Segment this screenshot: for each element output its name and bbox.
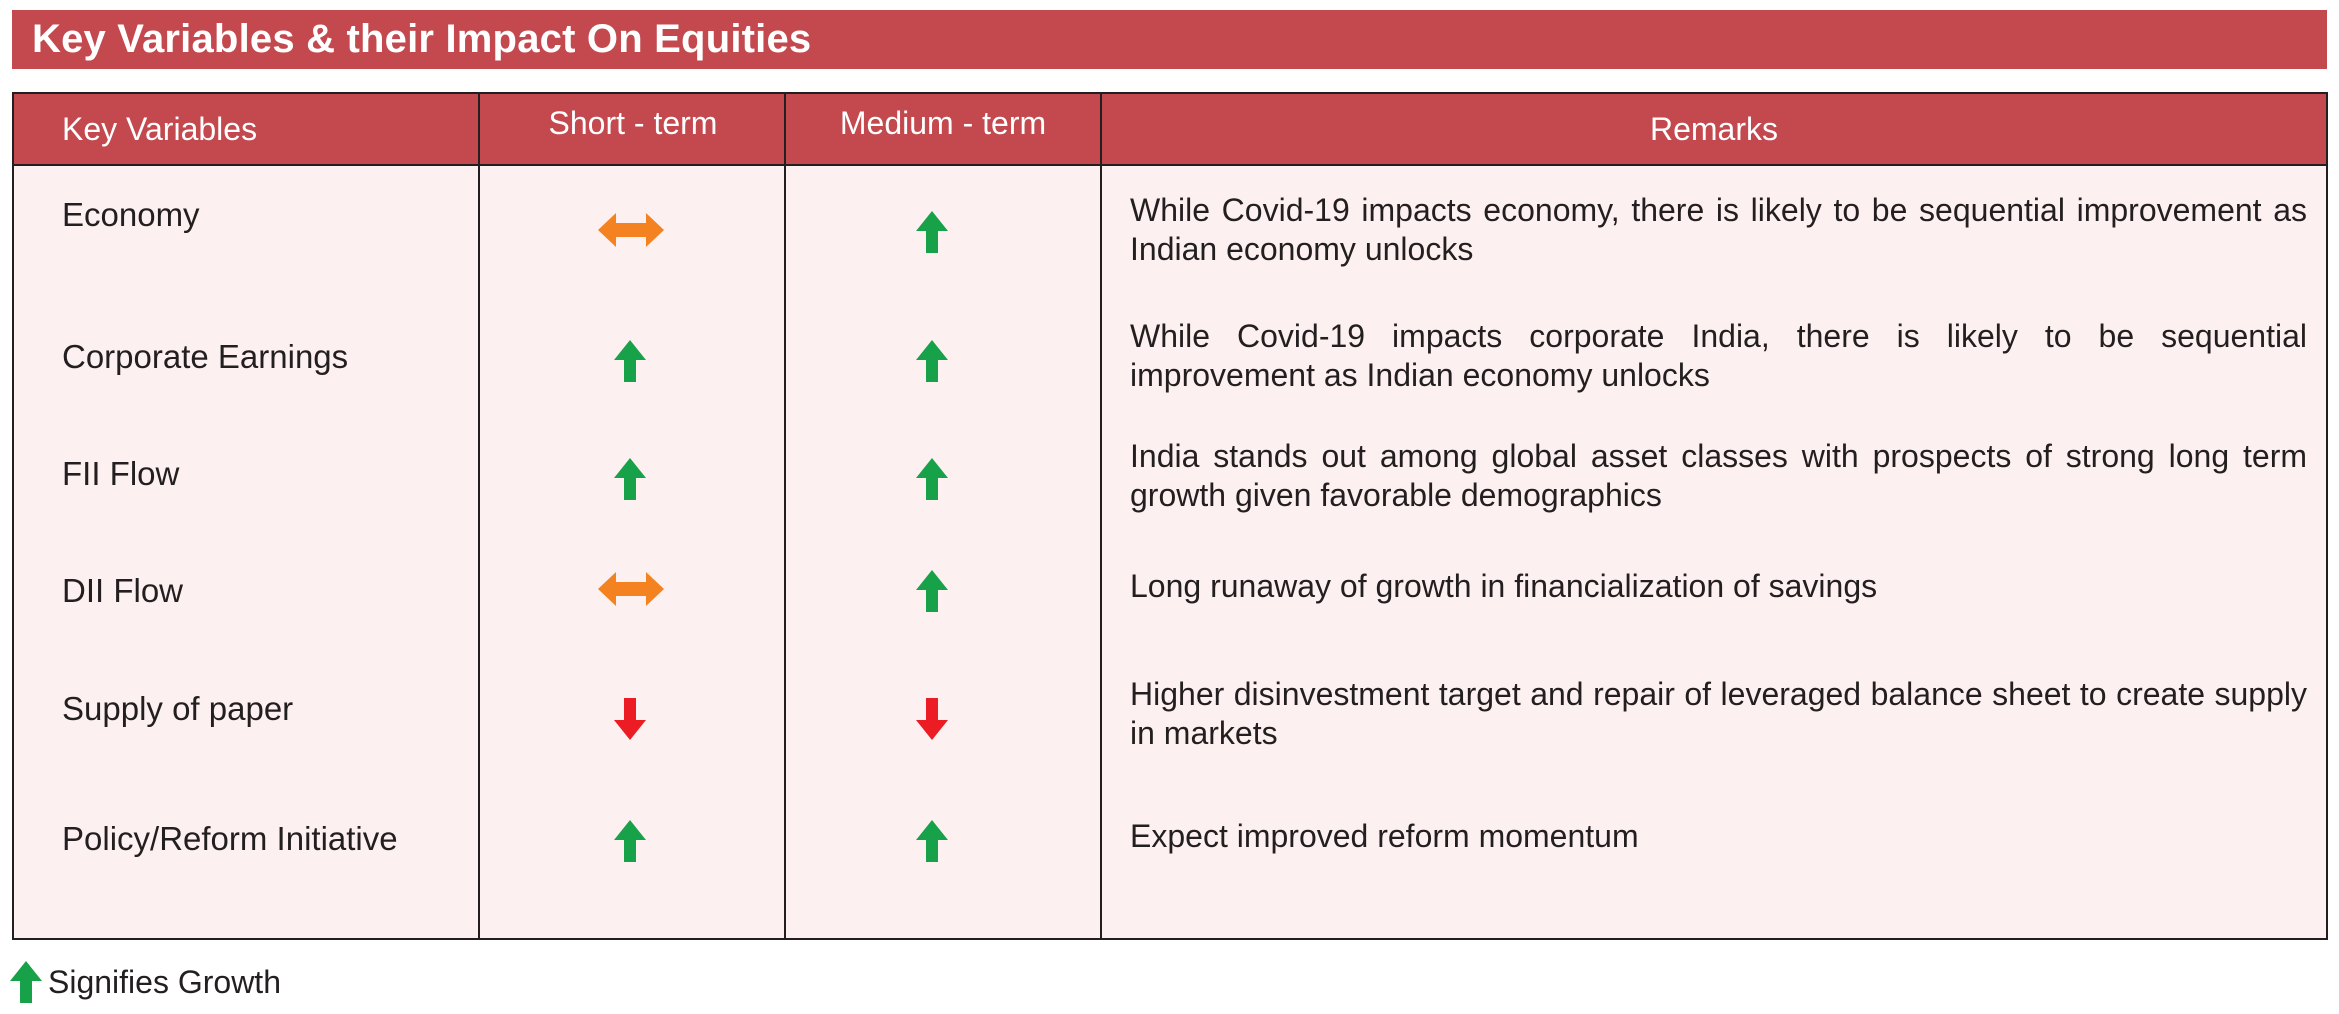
left-right-arrow-icon [598,211,664,253]
variable-policy-reform-initiative: Policy/Reform Initiative [62,820,398,857]
variable-corporate-earnings: Corporate Earnings [62,338,349,375]
remark-supply-of-paper: Higher disinvestment target and repair o… [1130,676,2307,751]
header-key-variables: Key Variables [62,110,258,147]
up-arrow-icon [916,820,964,862]
up-arrow-icon [916,211,964,253]
column-divider [1100,94,1102,938]
header-remarks: Remarks [1649,110,1778,147]
up-arrow-icon [916,570,964,612]
up-arrow-icon [614,458,662,500]
title-bar: Key Variables & their Impact On Equities [12,10,2327,69]
table-header: Key Variables Short - term Medium - term… [14,94,2326,166]
up-arrow-icon [916,458,964,500]
column-divider [478,94,480,938]
header-short-term: Short - term [548,104,718,141]
remark-dii-flow: Long runaway of growth in financializati… [1130,568,1878,604]
remark-fii-flow: India stands out among global asset clas… [1130,438,2307,513]
legend: Signifies Growth [10,961,281,1003]
page-title: Key Variables & their Impact On Equities [32,17,812,61]
header-medium-term: Medium - term [839,104,1047,141]
up-arrow-icon [916,340,964,382]
remark-corporate-earnings: While Covid-19 impacts corporate India, … [1130,318,2307,393]
variable-dii-flow: DII Flow [62,572,184,609]
remark-economy: While Covid-19 impacts economy, there is… [1130,192,2307,267]
variable-fii-flow: FII Flow [62,455,180,492]
impact-table: Key Variables Short - term Medium - term… [12,92,2328,940]
down-arrow-icon [916,698,964,740]
up-arrow-icon [10,961,44,1003]
variable-supply-of-paper: Supply of paper [62,690,294,727]
remark-policy-reform-initiative: Expect improved reform momentum [1130,818,1639,854]
left-right-arrow-icon [598,570,664,612]
down-arrow-icon [614,698,662,740]
legend-label: Signifies Growth [48,963,281,1000]
variable-economy: Economy [62,196,200,233]
up-arrow-icon [614,340,662,382]
up-arrow-icon [614,820,662,862]
column-divider [784,94,786,938]
